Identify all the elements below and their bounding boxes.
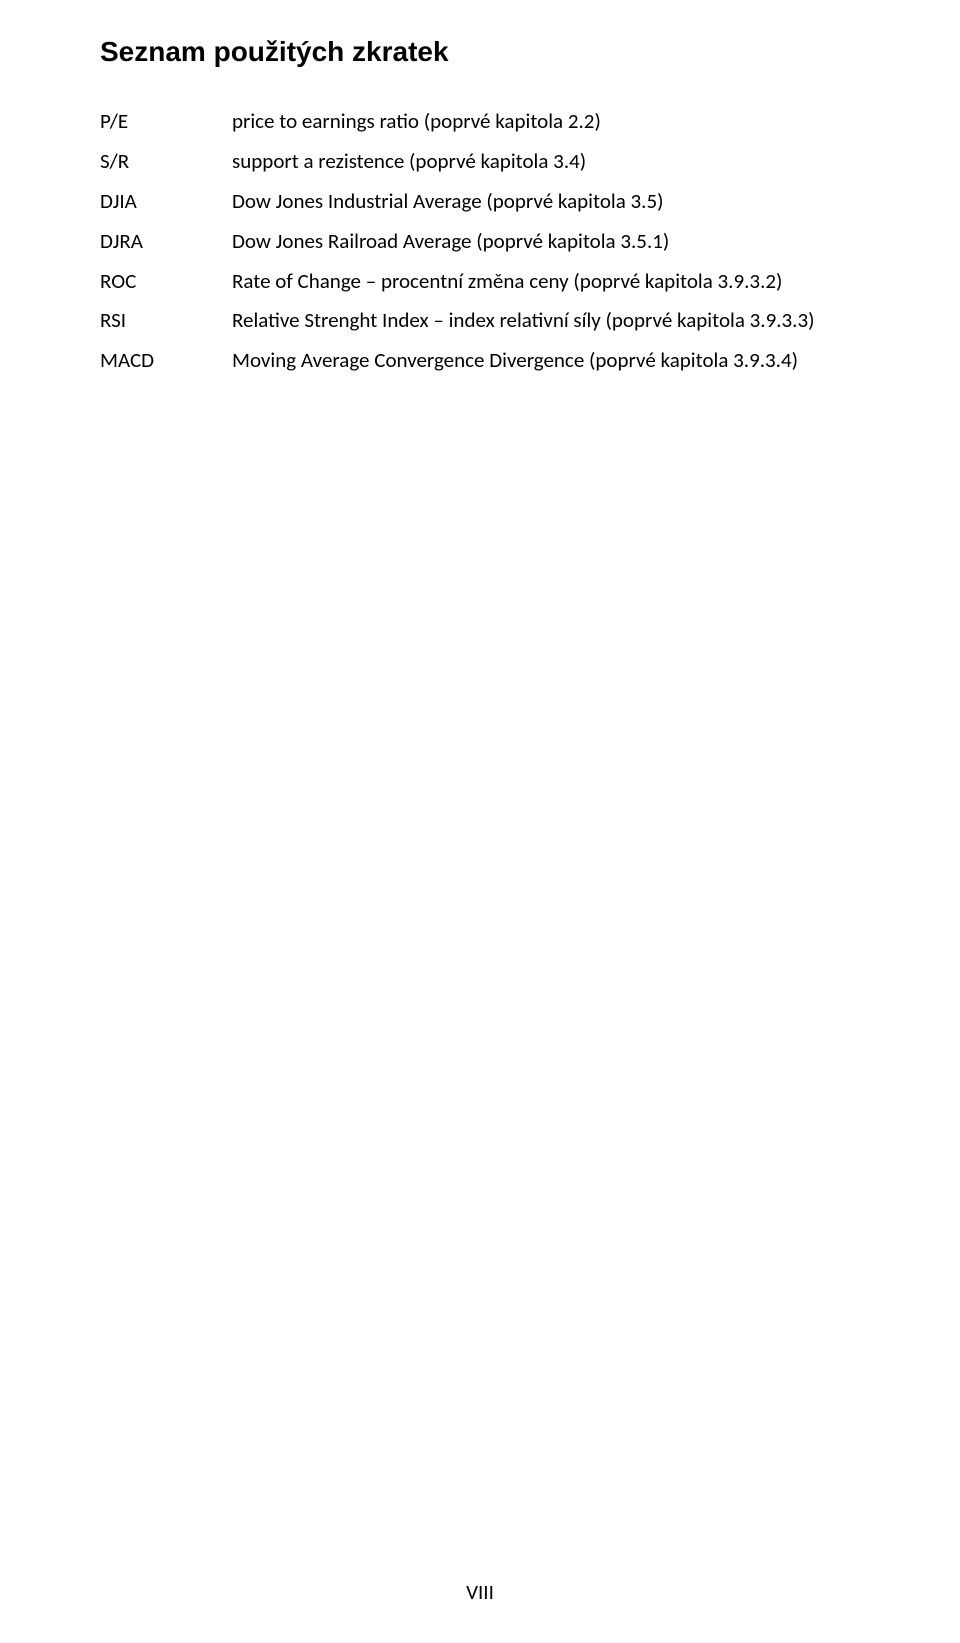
abbr-row: RSI Relative Strenght Index – index rela… xyxy=(100,301,860,341)
abbr-key: DJIA xyxy=(100,182,232,222)
abbr-row: S/R support a rezistence (poprvé kapitol… xyxy=(100,142,860,182)
abbr-key: ROC xyxy=(100,262,232,302)
abbr-key: S/R xyxy=(100,142,232,182)
abbr-key: RSI xyxy=(100,301,232,341)
abbr-value: Rate of Change – procentní změna ceny (p… xyxy=(232,262,860,302)
abbr-value: Dow Jones Railroad Average (poprvé kapit… xyxy=(232,222,860,262)
abbr-value: Relative Strenght Index – index relativn… xyxy=(232,301,860,341)
abbreviations-list: P/E price to earnings ratio (poprvé kapi… xyxy=(100,102,860,381)
abbr-value: Dow Jones Industrial Average (poprvé kap… xyxy=(232,182,860,222)
abbr-row: DJIA Dow Jones Industrial Average (poprv… xyxy=(100,182,860,222)
abbr-key: P/E xyxy=(100,102,232,142)
abbr-row: P/E price to earnings ratio (poprvé kapi… xyxy=(100,102,860,142)
abbr-value: Moving Average Convergence Divergence (p… xyxy=(232,341,860,381)
abbr-row: MACD Moving Average Convergence Divergen… xyxy=(100,341,860,381)
page-title: Seznam použitých zkratek xyxy=(100,36,860,68)
abbr-value: support a rezistence (poprvé kapitola 3.… xyxy=(232,142,860,182)
document-page: Seznam použitých zkratek P/E price to ea… xyxy=(0,0,960,1643)
abbr-value: price to earnings ratio (poprvé kapitola… xyxy=(232,102,860,142)
abbr-key: DJRA xyxy=(100,222,232,262)
abbr-row: DJRA Dow Jones Railroad Average (poprvé … xyxy=(100,222,860,262)
page-number: VIII xyxy=(0,1579,960,1605)
abbr-row: ROC Rate of Change – procentní změna cen… xyxy=(100,262,860,302)
abbr-key: MACD xyxy=(100,341,232,381)
